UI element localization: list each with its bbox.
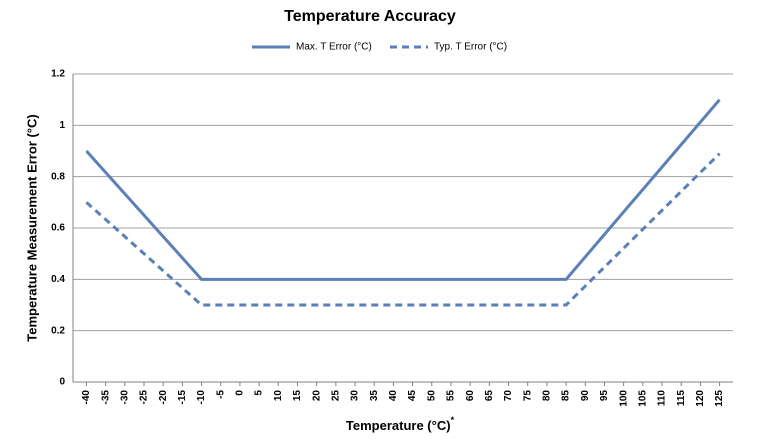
x-axis-label: Temperature (°C)* xyxy=(346,415,455,433)
series-line xyxy=(85,98,721,281)
y-tick-label: 0 xyxy=(59,377,65,388)
x-tick-label: -35 xyxy=(100,390,111,405)
x-tick-label: 15 xyxy=(292,390,303,402)
legend-label: Typ. T Error (°C) xyxy=(434,42,507,53)
x-tick-label: 0 xyxy=(235,390,246,396)
x-tick-label: -40 xyxy=(81,390,92,405)
x-tick-label: 20 xyxy=(311,390,322,402)
y-tick-label: 0.6 xyxy=(51,223,65,234)
x-tick-label: 50 xyxy=(426,390,437,402)
y-axis-label: Temperature Measurement Error (°C) xyxy=(24,114,39,341)
x-tick-label: 85 xyxy=(561,390,572,402)
y-tick-label: 0.8 xyxy=(51,171,65,182)
y-tick-label: 1 xyxy=(59,120,65,131)
x-tick-label: -15 xyxy=(177,390,188,405)
x-tick-label: 100 xyxy=(618,390,629,407)
x-tick-label: 110 xyxy=(657,390,668,407)
x-tick-label: 5 xyxy=(254,390,265,396)
x-tick-label: 55 xyxy=(446,390,457,402)
x-axis-label-superscript: * xyxy=(451,415,455,425)
x-tick-label: 70 xyxy=(503,390,514,402)
chart-title: Temperature Accuracy xyxy=(284,8,456,25)
x-tick-label: -30 xyxy=(119,390,130,405)
x-tick-label: -10 xyxy=(196,390,207,405)
x-tick-label: 125 xyxy=(714,390,725,407)
x-tick-label: 80 xyxy=(542,390,553,402)
x-tick-label: 90 xyxy=(580,390,591,402)
x-tick-label: 25 xyxy=(330,390,341,402)
x-tick-label: 35 xyxy=(369,390,380,402)
y-tick-label: 1.2 xyxy=(51,69,65,80)
x-tick-label: -5 xyxy=(215,390,226,399)
x-tick-label: 65 xyxy=(484,390,495,402)
x-tick-label: -20 xyxy=(158,390,169,405)
x-tick-label: 60 xyxy=(465,390,476,402)
x-tick-label: 95 xyxy=(599,390,610,402)
x-tick-label: 75 xyxy=(522,390,533,402)
y-tick-label: 0.2 xyxy=(51,325,65,336)
series-line xyxy=(85,152,721,307)
y-tick-label: 0.4 xyxy=(51,274,65,285)
x-tick-label: 10 xyxy=(273,390,284,402)
x-tick-label: 120 xyxy=(695,390,706,407)
x-tick-label: 45 xyxy=(407,390,418,402)
x-axis-label-text: Temperature (°C) xyxy=(346,418,451,433)
x-tick-label: 105 xyxy=(637,390,648,407)
x-tick-label: -25 xyxy=(139,390,150,405)
x-tick-label: 30 xyxy=(350,390,361,402)
x-tick-label: 40 xyxy=(388,390,399,402)
x-tick-label: 115 xyxy=(676,390,687,407)
legend-label: Max. T Error (°C) xyxy=(296,42,372,53)
